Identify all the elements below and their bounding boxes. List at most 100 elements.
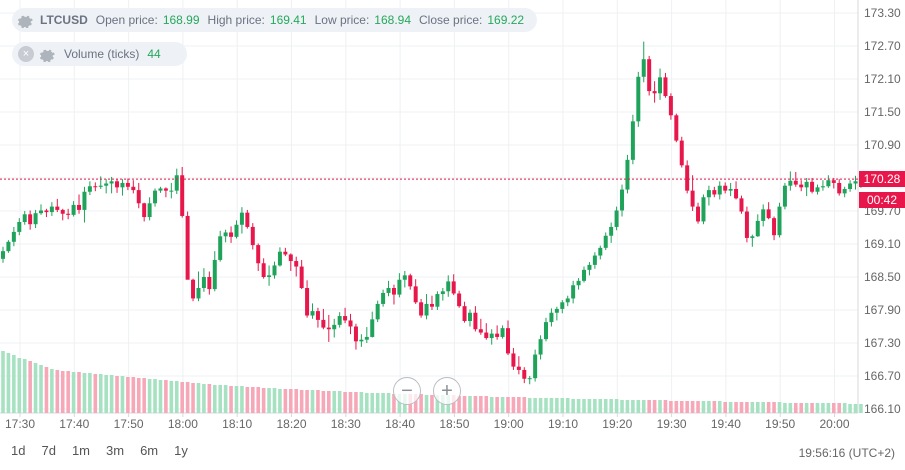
candle-body bbox=[728, 189, 733, 191]
volume-bar bbox=[12, 355, 16, 413]
volume-bar bbox=[158, 380, 163, 413]
candle-body bbox=[413, 286, 418, 303]
y-tick-label: 173.30 bbox=[864, 6, 901, 20]
volume-bar bbox=[316, 390, 320, 413]
volume-bar bbox=[413, 394, 418, 413]
volume-bar bbox=[218, 385, 222, 413]
candle-body bbox=[837, 182, 842, 194]
candle-body bbox=[451, 281, 456, 294]
gear-icon[interactable] bbox=[38, 45, 56, 63]
candle-body bbox=[283, 251, 288, 255]
gear-icon[interactable] bbox=[16, 11, 34, 29]
open-value: 168.99 bbox=[162, 13, 200, 27]
volume-bar bbox=[565, 398, 570, 413]
volume-bar bbox=[337, 391, 342, 413]
x-tick-label: 18:50 bbox=[439, 417, 469, 431]
volume-bar bbox=[299, 390, 304, 413]
volume-bar bbox=[365, 393, 369, 413]
volume-bar bbox=[261, 388, 266, 413]
volume-bar bbox=[256, 387, 261, 413]
candle-body bbox=[267, 275, 272, 277]
volume-bar bbox=[457, 396, 461, 413]
volume-bar bbox=[549, 398, 554, 413]
candle-body bbox=[516, 366, 521, 370]
volume-bar bbox=[267, 388, 271, 413]
volume-bar bbox=[663, 400, 668, 413]
legend-symbol: LTCUSD bbox=[40, 13, 88, 27]
candle-body bbox=[484, 332, 489, 339]
candle-body bbox=[478, 329, 483, 333]
volume-bar bbox=[77, 372, 81, 413]
volume-bar bbox=[169, 381, 174, 413]
volume-bar bbox=[115, 376, 119, 413]
x-tick-label: 17:50 bbox=[114, 417, 144, 431]
open-label: Open price: bbox=[95, 13, 158, 27]
x-tick-label: 17:40 bbox=[59, 417, 89, 431]
candle-body bbox=[71, 204, 76, 215]
volume-bar bbox=[707, 401, 711, 413]
zoom-out-button[interactable]: − bbox=[393, 377, 421, 405]
volume-bar bbox=[533, 398, 537, 413]
volume-bar bbox=[451, 395, 456, 413]
candle-body bbox=[375, 303, 380, 320]
candle-body bbox=[294, 261, 299, 267]
volume-bar bbox=[354, 392, 358, 413]
candle-body bbox=[435, 294, 440, 307]
range-1y[interactable]: 1y bbox=[174, 443, 188, 458]
volume-bar bbox=[544, 398, 548, 413]
candle-body bbox=[424, 303, 429, 316]
volume-bar bbox=[641, 400, 646, 413]
candle-body bbox=[647, 59, 652, 92]
y-tick-label: 170.90 bbox=[864, 138, 901, 152]
candle-body bbox=[234, 224, 239, 237]
zoom-in-button[interactable]: + bbox=[433, 377, 461, 405]
volume-bar bbox=[755, 402, 760, 413]
candle-body bbox=[799, 184, 804, 188]
y-tick-label: 172.10 bbox=[864, 72, 901, 86]
candle-body bbox=[473, 312, 478, 330]
candle-body bbox=[22, 214, 27, 222]
candle-body bbox=[185, 215, 190, 280]
volume-bar bbox=[381, 393, 385, 413]
volume-bar bbox=[582, 399, 586, 413]
volume-bar bbox=[131, 377, 136, 413]
volume-bar bbox=[636, 400, 641, 413]
close-icon[interactable]: × bbox=[18, 46, 34, 62]
candle-body bbox=[603, 235, 608, 248]
volume-bar bbox=[511, 397, 516, 413]
volume-bar bbox=[712, 401, 717, 413]
candle-body bbox=[842, 189, 847, 194]
volume-bar bbox=[120, 376, 125, 413]
candle-body bbox=[641, 59, 646, 77]
x-tick-label: 18:30 bbox=[331, 417, 361, 431]
volume-bar bbox=[375, 393, 380, 413]
range-1d[interactable]: 1d bbox=[11, 443, 26, 458]
volume-bar bbox=[104, 375, 108, 413]
volume-bar bbox=[430, 395, 434, 413]
candle-body bbox=[533, 354, 538, 379]
volume-bar bbox=[739, 402, 744, 413]
range-7d[interactable]: 7d bbox=[41, 443, 56, 458]
candle-body bbox=[77, 204, 82, 210]
range-1m[interactable]: 1m bbox=[71, 443, 90, 458]
volume-legend: × Volume (ticks) 44 bbox=[12, 42, 187, 66]
candle-body bbox=[250, 226, 255, 246]
candle-body bbox=[277, 251, 282, 266]
y-tick-label: 169.10 bbox=[864, 237, 901, 251]
candle-body bbox=[544, 322, 548, 340]
clock: 19:56:16 (UTC+2) bbox=[798, 446, 895, 460]
candle-body bbox=[446, 281, 451, 292]
volume-bar bbox=[506, 397, 510, 413]
volume-bar bbox=[348, 392, 353, 413]
volume-bar bbox=[853, 404, 858, 413]
candle-body bbox=[397, 279, 402, 295]
range-6m[interactable]: 6m bbox=[140, 443, 159, 458]
candle-body bbox=[310, 311, 315, 316]
candle-body bbox=[33, 213, 38, 225]
volume-bar bbox=[761, 402, 765, 413]
candle-body bbox=[386, 288, 391, 293]
range-3m[interactable]: 3m bbox=[106, 443, 125, 458]
candle-body bbox=[457, 293, 462, 307]
